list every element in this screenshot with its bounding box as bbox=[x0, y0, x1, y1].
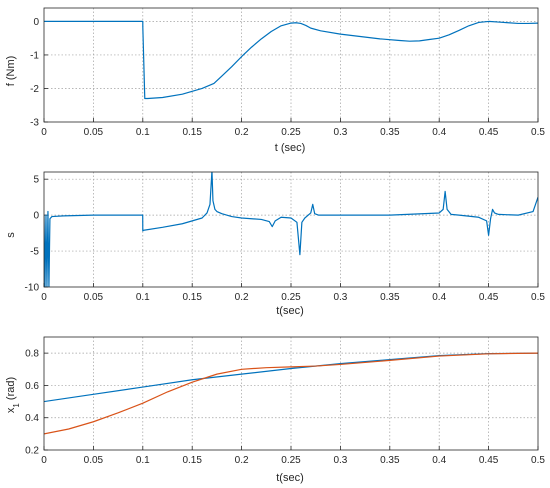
force-x-tick-label: 0 bbox=[41, 127, 47, 138]
x1-series-line-2 bbox=[44, 352, 538, 435]
s-y-tick-label: -10 bbox=[25, 283, 40, 294]
x1-y-tick-label: 0.8 bbox=[25, 349, 39, 360]
force-x-tick-label: 0.3 bbox=[333, 127, 347, 138]
s-x-tick-label: 0.45 bbox=[479, 292, 499, 303]
s-x-tick-label: 0 bbox=[41, 292, 47, 303]
s-x-tick-label: 0.25 bbox=[281, 292, 301, 303]
x1-x-tick-label: 0.05 bbox=[84, 455, 104, 466]
force-plot: t (sec) f (Nm) 0 0.05 0.1 0.15 0.2 0.25 0.3 0.3… bbox=[5, 7, 545, 154]
force-series-line-1 bbox=[44, 20, 538, 100]
x1-y-tick-label: 0.4 bbox=[25, 413, 39, 424]
force-x-tick-label: 0.4 bbox=[432, 127, 446, 138]
force-x-tick-label: 0.35 bbox=[380, 127, 400, 138]
s-y-tick-label: 5 bbox=[33, 175, 39, 186]
s-y-tick-label: -5 bbox=[30, 247, 39, 258]
x1-x-tick-label: 0.35 bbox=[380, 455, 400, 466]
force-x-tick-label: 0.15 bbox=[182, 127, 202, 138]
x1-ylabel: x1 (rad) bbox=[5, 377, 21, 413]
s-x-tick-label: 0.3 bbox=[333, 292, 347, 303]
s-x-tick-label: 0.2 bbox=[235, 292, 249, 303]
force-x-tick-label: 0.2 bbox=[235, 127, 249, 138]
s-xlabel: t(sec) bbox=[276, 305, 304, 317]
x1-x-tick-label: 0.1 bbox=[136, 455, 150, 466]
force-y-tick-label: -3 bbox=[30, 118, 39, 129]
force-axes-frame bbox=[43, 7, 539, 123]
s-x-tick-label: 0.4 bbox=[432, 292, 446, 303]
force-x-tick-label: 0.5 bbox=[531, 127, 545, 138]
force-x-tick-label: 0.1 bbox=[136, 127, 150, 138]
sliding-surface-plot: t(sec) s 0 0.05 0.1 0.15 0.2 0.25 0.3 0.35 0.4 0.… bbox=[5, 171, 545, 317]
force-y-tick-label: 0 bbox=[33, 17, 39, 28]
x1-x-tick-label: 0.25 bbox=[281, 455, 301, 466]
force-x-tick-label: 0.25 bbox=[281, 127, 301, 138]
s-series-line-1 bbox=[44, 172, 538, 287]
force-y-tick-label: -1 bbox=[30, 50, 39, 61]
s-y-tick-label: 0 bbox=[33, 211, 39, 222]
x1-y-tick-label: 0.6 bbox=[25, 381, 39, 392]
x1-x-tick-label: 0.15 bbox=[182, 455, 202, 466]
force-ylabel: f (Nm) bbox=[5, 56, 17, 87]
force-xlabel: t (sec) bbox=[275, 142, 306, 154]
force-x-tick-label: 0.05 bbox=[84, 127, 104, 138]
x1-x-tick-label: 0.5 bbox=[531, 455, 545, 466]
x1-xlabel: t(sec) bbox=[276, 472, 304, 484]
force-x-tick-label: 0.45 bbox=[479, 127, 499, 138]
s-x-tick-label: 0.35 bbox=[380, 292, 400, 303]
s-x-tick-label: 0.15 bbox=[182, 292, 202, 303]
x1-x-tick-label: 0.2 bbox=[235, 455, 249, 466]
s-x-tick-label: 0.5 bbox=[531, 292, 545, 303]
position-plot: t(sec) x1 (rad) 0 0.05 0.1 0.15 0.2 0.25 0.3 0.… bbox=[5, 336, 545, 484]
s-axes-frame bbox=[43, 171, 539, 288]
x1-x-tick-label: 0.3 bbox=[333, 455, 347, 466]
x1-x-tick-label: 0 bbox=[41, 455, 47, 466]
x1-x-tick-label: 0.4 bbox=[432, 455, 446, 466]
s-x-tick-label: 0.1 bbox=[136, 292, 150, 303]
x1-y-tick-label: 0.2 bbox=[25, 446, 39, 457]
s-ylabel: s bbox=[5, 232, 17, 238]
x1-axes-frame bbox=[43, 336, 539, 451]
s-x-tick-label: 0.05 bbox=[84, 292, 104, 303]
force-y-tick-label: -2 bbox=[30, 84, 39, 95]
x1-x-tick-label: 0.45 bbox=[479, 455, 499, 466]
